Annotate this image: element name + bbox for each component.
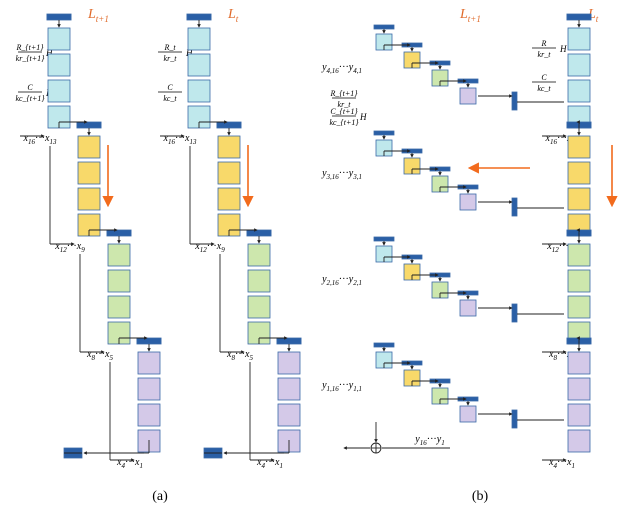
svg-text:C: C (167, 83, 173, 92)
svg-text:H: H (559, 44, 567, 54)
svg-text:x16···x13: x16···x13 (163, 133, 197, 146)
svg-text:kc_{t+1}: kc_{t+1} (15, 94, 45, 103)
svg-text:kr_{t+1}: kr_{t+1} (16, 54, 45, 63)
svg-text:R_{t+1}: R_{t+1} (16, 43, 45, 52)
svg-text:x16···x13: x16···x13 (23, 133, 57, 146)
svg-text:kc_t: kc_t (163, 94, 177, 103)
svg-text:kr_t: kr_t (538, 50, 552, 59)
svg-text:C: C (27, 83, 33, 92)
svg-text:kc_{t+1}: kc_{t+1} (329, 118, 359, 127)
svg-text:y16···y1: y16···y1 (414, 434, 444, 447)
svg-text:Lt+1: Lt+1 (459, 7, 481, 24)
svg-text:x8···x5: x8···x5 (226, 349, 253, 362)
svg-text:x4···x1: x4···x1 (116, 457, 143, 470)
svg-text:Lt+1: Lt+1 (87, 7, 109, 24)
svg-text:y3,16···y3,1: y3,16···y3,1 (321, 168, 362, 181)
svg-text:H: H (359, 112, 367, 122)
svg-text:R_{t+1}: R_{t+1} (330, 89, 359, 98)
svg-text:x12···x9: x12···x9 (194, 241, 225, 254)
svg-text:(a): (a) (152, 489, 168, 504)
svg-text:y4,16···y4,1: y4,16···y4,1 (321, 62, 362, 75)
svg-text:R_t: R_t (163, 43, 176, 52)
svg-text:kc_t: kc_t (537, 84, 551, 93)
svg-text:x4···x1: x4···x1 (548, 457, 575, 470)
svg-text:R: R (541, 39, 547, 48)
svg-text:C_{t+1}: C_{t+1} (330, 107, 358, 116)
svg-text:(b): (b) (472, 489, 489, 504)
svg-text:y1,16···y1,1: y1,16···y1,1 (321, 380, 362, 393)
svg-text:x8···x5: x8···x5 (86, 349, 113, 362)
svg-text:C: C (541, 73, 547, 82)
svg-text:x4···x1: x4···x1 (256, 457, 283, 470)
diagram-canvas: Lt+1R_{t+1}kr_{t+1}HCkc_{t+1}Hx16···x13x… (0, 0, 640, 512)
svg-text:y2,16···y2,1: y2,16···y2,1 (321, 274, 362, 287)
svg-text:x12···x9: x12···x9 (54, 241, 85, 254)
svg-text:kr_t: kr_t (164, 54, 178, 63)
svg-text:Lt: Lt (227, 7, 239, 24)
